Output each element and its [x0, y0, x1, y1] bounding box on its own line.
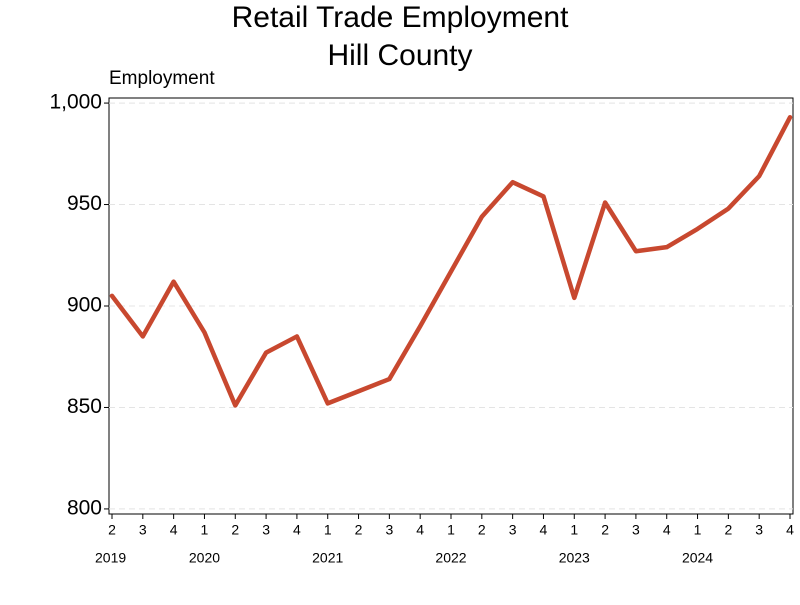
x-tick-label: 4 — [540, 522, 548, 538]
y-tick-label: 800 — [67, 496, 102, 519]
x-tick-label: 4 — [663, 522, 671, 538]
chart-subtitle: Hill County — [327, 39, 472, 72]
x-tick-label: 3 — [385, 522, 393, 538]
x-tick-label: 3 — [632, 522, 640, 538]
x-tick-label: 1 — [570, 522, 578, 538]
x-tick-label: 4 — [170, 522, 178, 538]
y-tick-label: 900 — [67, 294, 102, 317]
x-tick-label: 2 — [231, 522, 239, 538]
x-tick-label: 3 — [262, 522, 270, 538]
x-year-label: 2020 — [189, 550, 220, 566]
x-year-label: 2024 — [682, 550, 713, 566]
x-year-label: 2019 — [95, 550, 126, 566]
x-tick-label: 1 — [694, 522, 702, 538]
x-tick-label: 3 — [139, 522, 147, 538]
chart-title: Retail Trade Employment — [232, 1, 569, 34]
y-axis-label: Employment — [109, 68, 215, 89]
x-year-label: 2023 — [559, 550, 590, 566]
x-year-label: 2021 — [312, 550, 343, 566]
data-line — [109, 115, 793, 408]
y-tick-label: 1,000 — [49, 91, 102, 114]
x-tick-label: 2 — [601, 522, 609, 538]
y-tick-label: 950 — [67, 192, 102, 215]
x-tick-label: 1 — [324, 522, 332, 538]
x-tick-label: 1 — [201, 522, 209, 538]
x-tick-label: 3 — [755, 522, 763, 538]
x-tick-label: 4 — [293, 522, 301, 538]
x-tick-label: 2 — [724, 522, 732, 538]
x-tick-label: 1 — [447, 522, 455, 538]
x-tick-label: 2 — [355, 522, 363, 538]
x-tick-label: 4 — [786, 522, 794, 538]
x-tick-label: 2 — [478, 522, 486, 538]
x-year-label: 2022 — [435, 550, 466, 566]
x-tick-label: 4 — [416, 522, 424, 538]
x-tick-label: 3 — [509, 522, 517, 538]
x-tick-label: 2 — [108, 522, 116, 538]
y-tick-label: 850 — [67, 395, 102, 418]
